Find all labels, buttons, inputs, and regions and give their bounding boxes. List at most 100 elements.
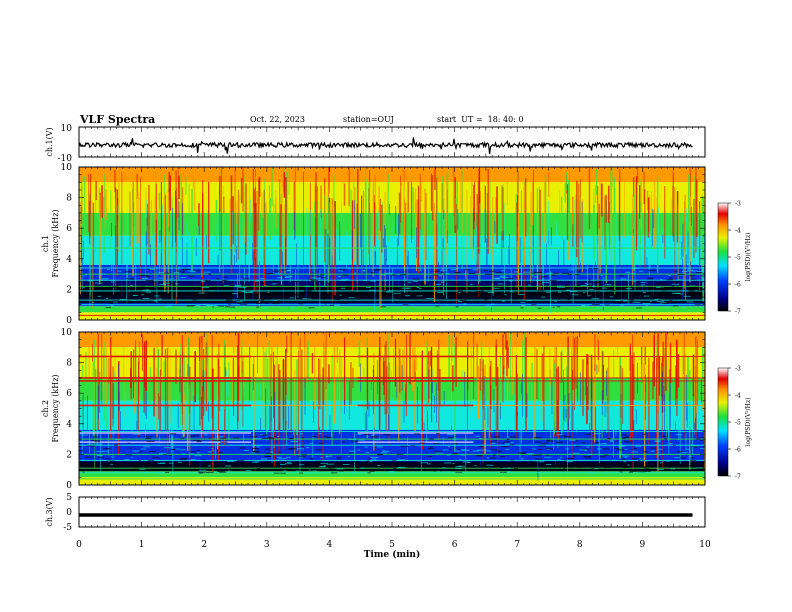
spectrogram-streak [436, 177, 438, 280]
spectrogram-streak [115, 199, 116, 225]
spectrogram-fleck [506, 438, 510, 440]
spectrogram-fleck [535, 458, 543, 460]
spectrogram-fleck [319, 281, 324, 283]
spectrogram-fleck [371, 435, 374, 437]
spectrogram-fleck [287, 461, 292, 463]
spectrogram-fleck [200, 466, 206, 468]
spectrogram-streak [681, 241, 683, 260]
spectrogram-streak [80, 206, 82, 224]
spectrogram-fleck [476, 455, 483, 457]
spectrogram-fleck [537, 307, 542, 309]
spectrogram-fleck [618, 445, 626, 447]
spectrogram-streak [309, 239, 310, 275]
spectrogram-fleck [181, 453, 186, 455]
spectrogram-streak [145, 420, 146, 439]
spectrogram-streak [684, 351, 686, 379]
spectrogram-fleck [337, 276, 344, 278]
spectrogram-fleck [114, 444, 118, 446]
spectrogram-fleck [370, 436, 378, 438]
spectrogram-streak [350, 189, 352, 234]
spectrogram-fleck [661, 289, 668, 291]
spectrogram-fleck [79, 464, 82, 466]
spectrogram-streak [170, 416, 172, 453]
spectrogram-fleck [623, 300, 628, 302]
spectrogram-fleck [301, 437, 304, 439]
spectrogram-streak [482, 359, 484, 409]
spectrogram-streak [335, 390, 336, 399]
spectrogram-streak [234, 169, 236, 253]
spectrogram-streak [489, 178, 491, 253]
spectrogram-fleck [546, 448, 551, 450]
spectrogram-fleck [474, 301, 480, 303]
spectrogram-streak [567, 336, 569, 403]
spectrogram-fleck [489, 449, 497, 451]
spectrogram-streak [88, 173, 89, 232]
spectrogram-fleck [455, 468, 462, 470]
spectrogram-fleck [256, 446, 260, 448]
spectrogram-streak [415, 201, 416, 257]
spectrogram-streak [685, 375, 687, 421]
spectrogram-fleck [97, 281, 105, 283]
spectrogram-streak [394, 338, 397, 387]
spectrogram-streak [597, 212, 598, 235]
spectrogram-fleck [595, 295, 598, 297]
spectrogram-streak [112, 366, 115, 384]
spectrogram-fleck [94, 282, 103, 284]
spectrogram-fleck [428, 276, 432, 278]
spectrogram-streak [531, 168, 534, 225]
spectrogram-streak [672, 232, 674, 242]
spectrogram-fleck [500, 456, 505, 458]
spectrogram-fleck [691, 270, 698, 272]
spectrogram-fleck [159, 284, 167, 286]
spectrogram-fleck [110, 281, 115, 283]
spectrogram-fleck [610, 440, 613, 442]
spectrogram-streak [202, 375, 204, 392]
spectrogram-fleck [264, 273, 270, 275]
spectrogram-streak [108, 358, 110, 384]
spectrogram-streak [670, 237, 671, 260]
spectrogram-streak [164, 192, 166, 292]
spectrogram-streak [634, 254, 636, 290]
spectrogram-streak [617, 334, 618, 359]
spectrogram-fleck [602, 287, 607, 289]
spectrogram-streak [233, 357, 235, 416]
spectrogram-fleck [633, 448, 637, 450]
spectrogram-tone-segment [79, 404, 252, 407]
spectrogram-fleck [636, 307, 643, 309]
spectrogram-streak [256, 383, 258, 401]
spectrogram-streak [643, 364, 646, 467]
spectrogram-streak [606, 367, 608, 433]
spectrogram-streak [93, 339, 95, 367]
spectrogram-fleck [96, 301, 103, 303]
spectrogram-streak [245, 183, 247, 255]
spectrogram-fleck [211, 466, 217, 468]
spectrogram-fleck [171, 448, 177, 450]
spectrogram-streak [385, 340, 387, 431]
spectrogram-streak [326, 416, 328, 432]
spectrogram-fleck [215, 278, 220, 280]
spectrogram-streak [608, 201, 610, 250]
spectrogram-streak [426, 385, 428, 396]
spectrogram-streak [153, 347, 155, 417]
spectrogram-fleck [647, 301, 651, 303]
spectrogram-streak [368, 188, 369, 255]
spectrogram-fleck [560, 456, 563, 458]
spectrogram-fleck [179, 463, 186, 465]
spectrogram-fleck [256, 303, 263, 305]
spectrogram-streak [167, 189, 169, 294]
spectrogram-fleck [131, 456, 134, 458]
spectrogram-streak [257, 332, 258, 374]
spectrogram-streak [437, 354, 439, 392]
spectrogram-streak [324, 264, 325, 286]
spectrogram-fleck [552, 274, 557, 276]
spectrogram-fleck [107, 294, 115, 296]
spectrogram-fleck [362, 270, 365, 272]
spectrogram-streak [93, 360, 95, 435]
spectrogram-streak [95, 181, 97, 201]
spectrogram-streak [438, 261, 440, 289]
spectrogram-fleck [301, 445, 304, 447]
spectrogram-streak [415, 354, 417, 371]
spectrogram-fleck [552, 272, 559, 274]
spectrogram-fleck [665, 460, 671, 462]
spectrogram-streak [695, 167, 697, 253]
